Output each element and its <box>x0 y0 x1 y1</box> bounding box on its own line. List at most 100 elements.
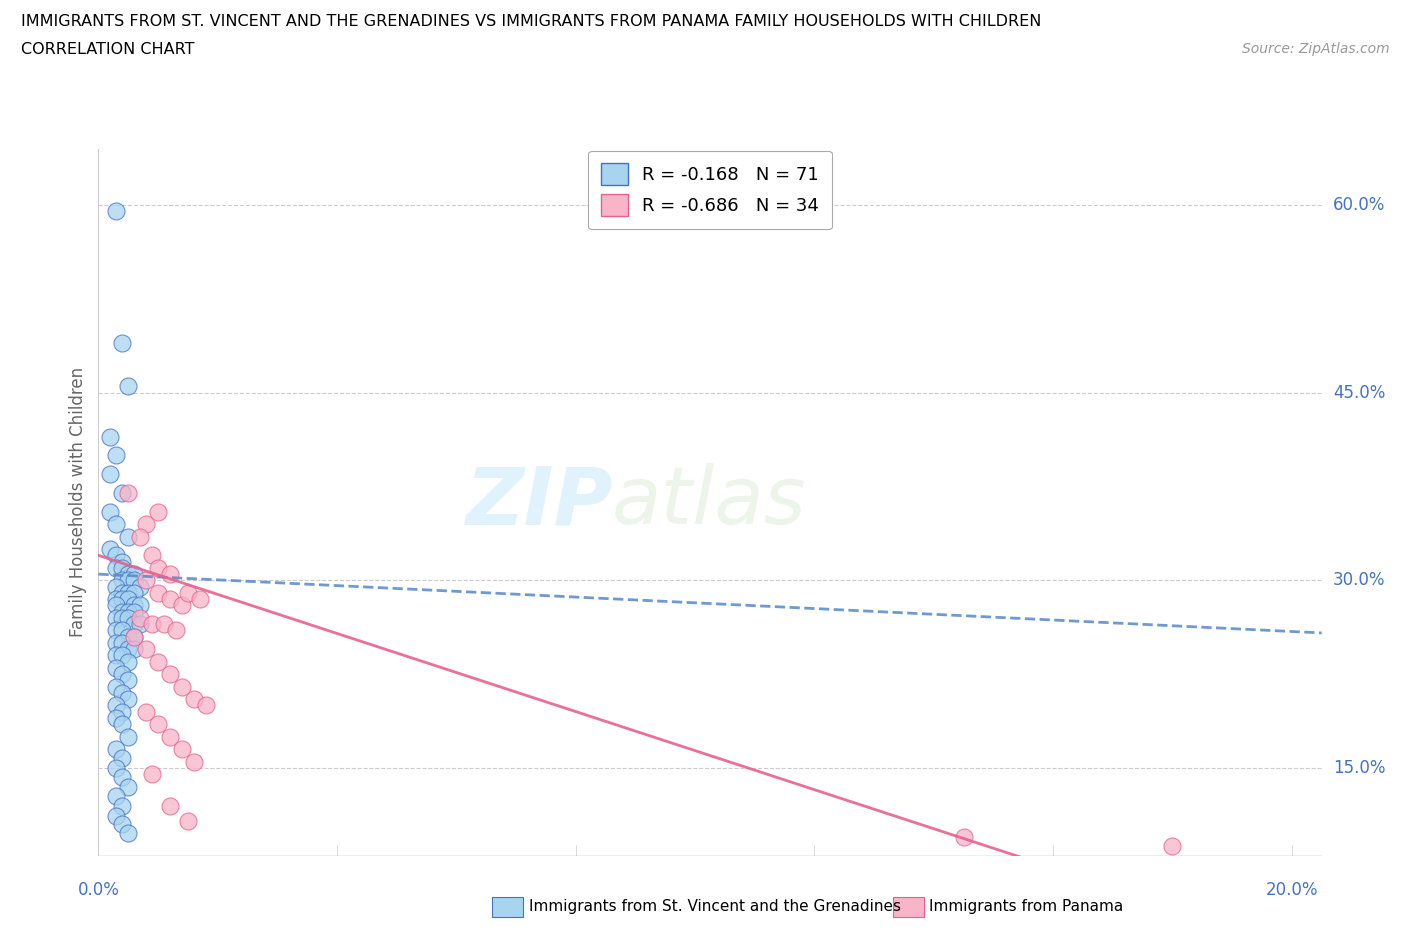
Point <box>146 561 169 576</box>
Point <box>111 485 134 500</box>
Point <box>135 642 157 657</box>
Point <box>129 579 152 594</box>
Point <box>111 554 134 569</box>
Point <box>153 617 176 631</box>
Point <box>105 788 128 803</box>
Point <box>105 610 128 625</box>
Point <box>117 630 139 644</box>
Point <box>170 742 193 757</box>
Point <box>105 761 128 776</box>
Point <box>105 698 128 713</box>
Point <box>105 623 128 638</box>
Text: 60.0%: 60.0% <box>1333 196 1385 214</box>
Point <box>129 610 152 625</box>
Text: 45.0%: 45.0% <box>1333 384 1385 402</box>
Text: CORRELATION CHART: CORRELATION CHART <box>21 42 194 57</box>
Point <box>952 830 974 844</box>
Point <box>188 591 211 606</box>
Point <box>117 379 139 394</box>
Point <box>177 813 200 828</box>
Point <box>170 679 193 694</box>
Point <box>111 648 134 663</box>
Point <box>129 598 152 613</box>
Point <box>105 579 128 594</box>
Point <box>117 604 139 619</box>
Point <box>105 517 128 532</box>
Point <box>122 630 145 644</box>
Point <box>177 586 200 601</box>
Point <box>122 586 145 601</box>
Text: ZIP: ZIP <box>465 463 612 541</box>
Point <box>111 573 134 588</box>
Point <box>105 660 128 675</box>
Point <box>111 604 134 619</box>
Point <box>111 704 134 719</box>
Point <box>1161 838 1184 853</box>
Point <box>111 717 134 732</box>
Point <box>117 566 139 581</box>
Point <box>122 566 145 581</box>
Point <box>105 648 128 663</box>
Point <box>122 617 145 631</box>
Text: Source: ZipAtlas.com: Source: ZipAtlas.com <box>1241 42 1389 56</box>
Point <box>117 573 139 588</box>
Point <box>117 642 139 657</box>
Point <box>111 685 134 700</box>
Text: 0.0%: 0.0% <box>77 881 120 898</box>
Point <box>98 429 121 444</box>
Point <box>146 655 169 670</box>
Point <box>105 808 128 823</box>
Y-axis label: Family Households with Children: Family Households with Children <box>69 367 87 637</box>
Point <box>111 751 134 765</box>
Point <box>111 610 134 625</box>
Point <box>111 635 134 650</box>
Point <box>105 679 128 694</box>
Point <box>117 655 139 670</box>
Point <box>105 742 128 757</box>
Point <box>183 692 205 707</box>
Point <box>117 529 139 544</box>
Point <box>122 573 145 588</box>
Point <box>111 623 134 638</box>
Point <box>117 586 139 601</box>
Point <box>111 798 134 813</box>
Point <box>129 617 152 631</box>
Point <box>141 617 163 631</box>
Point <box>117 591 139 606</box>
Point <box>111 769 134 784</box>
Point <box>98 541 121 556</box>
Text: Immigrants from St. Vincent and the Grenadines: Immigrants from St. Vincent and the Gren… <box>529 899 901 914</box>
Point <box>141 548 163 563</box>
Text: Immigrants from Panama: Immigrants from Panama <box>929 899 1123 914</box>
Point <box>117 692 139 707</box>
Point <box>111 817 134 831</box>
Point <box>159 591 181 606</box>
Point <box>146 586 169 601</box>
Point <box>117 610 139 625</box>
Point <box>111 591 134 606</box>
Point <box>141 767 163 782</box>
Point <box>159 667 181 682</box>
Text: atlas: atlas <box>612 463 807 541</box>
Text: 30.0%: 30.0% <box>1333 571 1385 590</box>
Point <box>159 566 181 581</box>
Point <box>105 548 128 563</box>
Point <box>117 779 139 794</box>
Point <box>98 504 121 519</box>
Point <box>105 711 128 725</box>
Point <box>111 667 134 682</box>
Point <box>122 630 145 644</box>
Text: 15.0%: 15.0% <box>1333 759 1385 777</box>
Point <box>105 635 128 650</box>
Point <box>183 754 205 769</box>
Point <box>105 448 128 463</box>
Point <box>105 591 128 606</box>
Point <box>194 698 217 713</box>
Point <box>129 529 152 544</box>
Legend: R = -0.168   N = 71, R = -0.686   N = 34: R = -0.168 N = 71, R = -0.686 N = 34 <box>588 151 832 229</box>
Point <box>117 485 139 500</box>
Point <box>146 717 169 732</box>
Point <box>135 573 157 588</box>
Point <box>122 598 145 613</box>
Point <box>170 598 193 613</box>
